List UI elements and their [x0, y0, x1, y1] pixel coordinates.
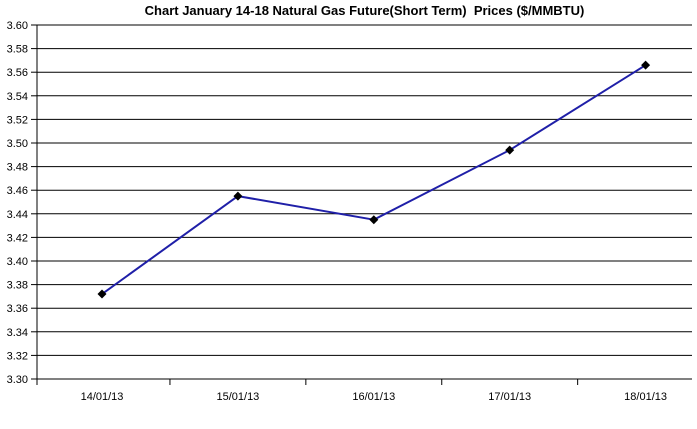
y-tick-label: 3.36 — [7, 303, 28, 315]
y-tick-label: 3.32 — [7, 350, 28, 362]
x-tick-label: 14/01/13 — [81, 391, 124, 403]
data-point-marker — [505, 145, 515, 155]
chart-title: Chart January 14-18 Natural Gas Future(S… — [144, 3, 585, 18]
x-tick-label: 15/01/13 — [216, 391, 259, 403]
y-tick-label: 3.58 — [7, 44, 28, 56]
data-point-marker — [641, 60, 651, 70]
y-tick-label: 3.44 — [7, 209, 28, 221]
y-tick-label: 3.30 — [7, 374, 28, 386]
y-tick-label: 3.54 — [7, 91, 28, 103]
data-point-marker — [97, 289, 107, 299]
y-tick-label: 3.46 — [7, 185, 28, 197]
y-tick-label: 3.38 — [7, 280, 28, 292]
y-tick-label: 3.34 — [7, 327, 28, 339]
y-tick-label: 3.48 — [7, 162, 28, 174]
y-tick-label: 3.56 — [7, 67, 28, 79]
x-tick-label: 17/01/13 — [488, 391, 531, 403]
y-tick-label: 3.50 — [7, 138, 28, 150]
y-tick-label: 3.42 — [7, 232, 28, 244]
data-point-marker — [369, 215, 379, 225]
x-tick-label: 18/01/13 — [624, 391, 667, 403]
y-tick-label: 3.40 — [7, 256, 28, 268]
y-tick-label: 3.60 — [7, 20, 28, 32]
x-tick-label: 16/01/13 — [352, 391, 395, 403]
y-tick-label: 3.52 — [7, 114, 28, 126]
data-point-marker — [233, 191, 243, 201]
price-line — [101, 64, 647, 295]
